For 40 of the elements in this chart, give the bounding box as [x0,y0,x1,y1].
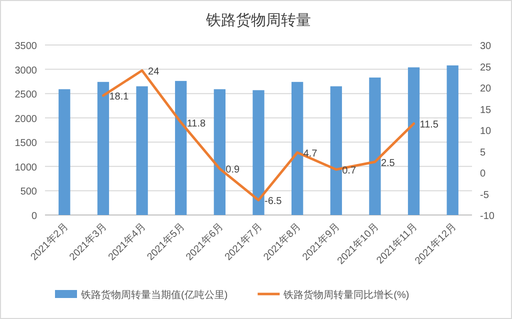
bar [175,80,187,215]
data-label: 24 [148,66,160,78]
y-tick-label: 2000 [14,114,38,125]
y-tick-label: 1000 [14,162,38,174]
y-tick-label: 3000 [14,65,38,76]
y-tick-label: 3500 [14,41,38,52]
data-label: 2.5 [380,158,396,169]
bar [330,86,342,215]
bar [58,89,70,215]
y-tick-label: 1500 [14,138,38,150]
y2-tick-label: 30 [480,41,492,52]
y2-tick-label: 10 [480,126,492,137]
y2-tick-label: 25 [480,62,492,74]
y2-tick-label: -5 [480,190,490,201]
y2-tick-label: 5 [480,147,486,158]
bar [252,90,264,215]
data-label: 4.7 [303,148,318,160]
data-label: 11.8 [186,118,206,130]
bar [136,86,148,215]
data-label: 0.7 [342,166,356,177]
data-label: 18.1 [109,92,130,103]
bar [291,82,304,215]
bar [446,65,458,215]
data-label: -6.5 [264,196,282,208]
legend-label: 铁路货物周转量同比增长(%) [282,289,410,301]
legend-label: 铁路货物周转量当期值(亿吨公里) [80,289,228,301]
bar [214,89,226,215]
bar [97,82,110,215]
chart-title: 铁路货物周转量 [205,12,311,29]
y2-tick-label: 20 [480,84,492,94]
y2-tick-label: 0 [480,168,486,180]
y2-tick-label: -10 [480,211,495,222]
data-label: 0.9 [226,164,240,176]
y-tick-label: 0 [31,211,38,222]
y-tick-label: 2500 [14,90,38,101]
y-tick-label: 500 [20,186,38,198]
bar [408,67,420,215]
y2-tick-label: 15 [480,104,492,116]
bar [369,78,381,215]
data-label: 11.5 [420,120,439,131]
